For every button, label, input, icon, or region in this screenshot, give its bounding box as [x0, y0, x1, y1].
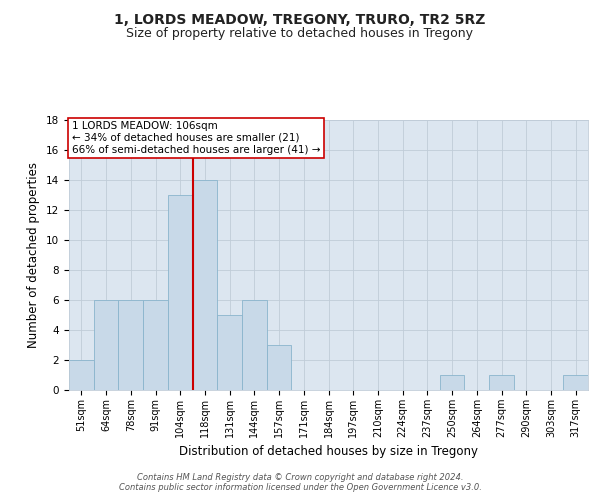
- Bar: [489, 375, 514, 390]
- Bar: [118, 300, 143, 390]
- Y-axis label: Number of detached properties: Number of detached properties: [28, 162, 40, 348]
- Bar: [143, 300, 168, 390]
- Bar: [440, 375, 464, 390]
- X-axis label: Distribution of detached houses by size in Tregony: Distribution of detached houses by size …: [179, 446, 478, 458]
- Bar: [193, 180, 217, 390]
- Text: Contains HM Land Registry data © Crown copyright and database right 2024.
Contai: Contains HM Land Registry data © Crown c…: [119, 473, 481, 492]
- Bar: [217, 315, 242, 390]
- Text: 1, LORDS MEADOW, TREGONY, TRURO, TR2 5RZ: 1, LORDS MEADOW, TREGONY, TRURO, TR2 5RZ: [115, 12, 485, 26]
- Bar: [168, 195, 193, 390]
- Text: Size of property relative to detached houses in Tregony: Size of property relative to detached ho…: [127, 28, 473, 40]
- Bar: [267, 345, 292, 390]
- Text: 1 LORDS MEADOW: 106sqm
← 34% of detached houses are smaller (21)
66% of semi-det: 1 LORDS MEADOW: 106sqm ← 34% of detached…: [71, 122, 320, 154]
- Bar: [94, 300, 118, 390]
- Bar: [563, 375, 588, 390]
- Bar: [242, 300, 267, 390]
- Bar: [69, 360, 94, 390]
